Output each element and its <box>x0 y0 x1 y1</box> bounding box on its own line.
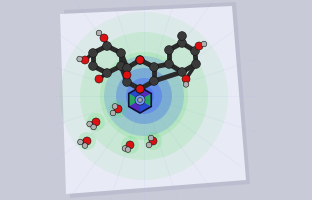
Circle shape <box>103 69 111 77</box>
Circle shape <box>78 139 83 145</box>
Circle shape <box>183 82 189 87</box>
Circle shape <box>95 75 103 83</box>
Circle shape <box>91 124 96 130</box>
Circle shape <box>148 135 154 141</box>
Circle shape <box>117 49 125 57</box>
Circle shape <box>117 62 125 70</box>
Circle shape <box>136 56 144 64</box>
Circle shape <box>123 64 131 72</box>
Circle shape <box>182 75 190 83</box>
Circle shape <box>149 63 158 71</box>
Circle shape <box>126 141 134 149</box>
Circle shape <box>178 32 186 40</box>
Circle shape <box>135 95 145 105</box>
Circle shape <box>100 34 108 42</box>
Circle shape <box>87 121 92 127</box>
Circle shape <box>78 132 96 150</box>
Circle shape <box>139 99 141 101</box>
Circle shape <box>178 68 186 76</box>
Polygon shape <box>60 6 246 194</box>
Circle shape <box>122 146 128 151</box>
Circle shape <box>138 98 142 102</box>
Circle shape <box>123 71 131 79</box>
Circle shape <box>80 32 208 160</box>
Polygon shape <box>64 2 250 198</box>
Circle shape <box>192 60 200 68</box>
Circle shape <box>178 39 186 47</box>
Circle shape <box>114 105 122 113</box>
Circle shape <box>136 85 144 93</box>
Circle shape <box>81 56 89 64</box>
Circle shape <box>100 52 188 140</box>
Circle shape <box>136 85 144 93</box>
Circle shape <box>121 136 139 154</box>
Circle shape <box>60 12 228 180</box>
Circle shape <box>96 30 102 36</box>
Polygon shape <box>140 87 151 100</box>
Circle shape <box>82 143 88 148</box>
Circle shape <box>103 42 111 50</box>
Circle shape <box>165 46 173 54</box>
Circle shape <box>125 147 131 152</box>
Circle shape <box>144 132 162 150</box>
Circle shape <box>149 77 158 85</box>
Circle shape <box>89 49 97 57</box>
Circle shape <box>109 100 127 118</box>
Circle shape <box>201 41 207 47</box>
Circle shape <box>134 86 154 106</box>
Circle shape <box>116 68 172 124</box>
Circle shape <box>112 104 118 109</box>
Circle shape <box>136 56 144 64</box>
Circle shape <box>77 56 82 62</box>
Circle shape <box>92 118 100 126</box>
Polygon shape <box>140 100 151 113</box>
Polygon shape <box>129 100 140 113</box>
Polygon shape <box>140 94 151 106</box>
Circle shape <box>87 113 105 131</box>
Circle shape <box>104 56 184 136</box>
Circle shape <box>165 60 173 68</box>
Circle shape <box>149 137 157 145</box>
Circle shape <box>89 62 97 70</box>
Circle shape <box>83 137 91 145</box>
Circle shape <box>191 47 199 55</box>
Circle shape <box>116 68 172 124</box>
Circle shape <box>123 78 131 86</box>
Polygon shape <box>129 87 140 100</box>
Polygon shape <box>129 94 140 106</box>
Circle shape <box>195 42 203 50</box>
Circle shape <box>146 142 152 148</box>
Circle shape <box>110 110 116 116</box>
Circle shape <box>126 78 162 114</box>
